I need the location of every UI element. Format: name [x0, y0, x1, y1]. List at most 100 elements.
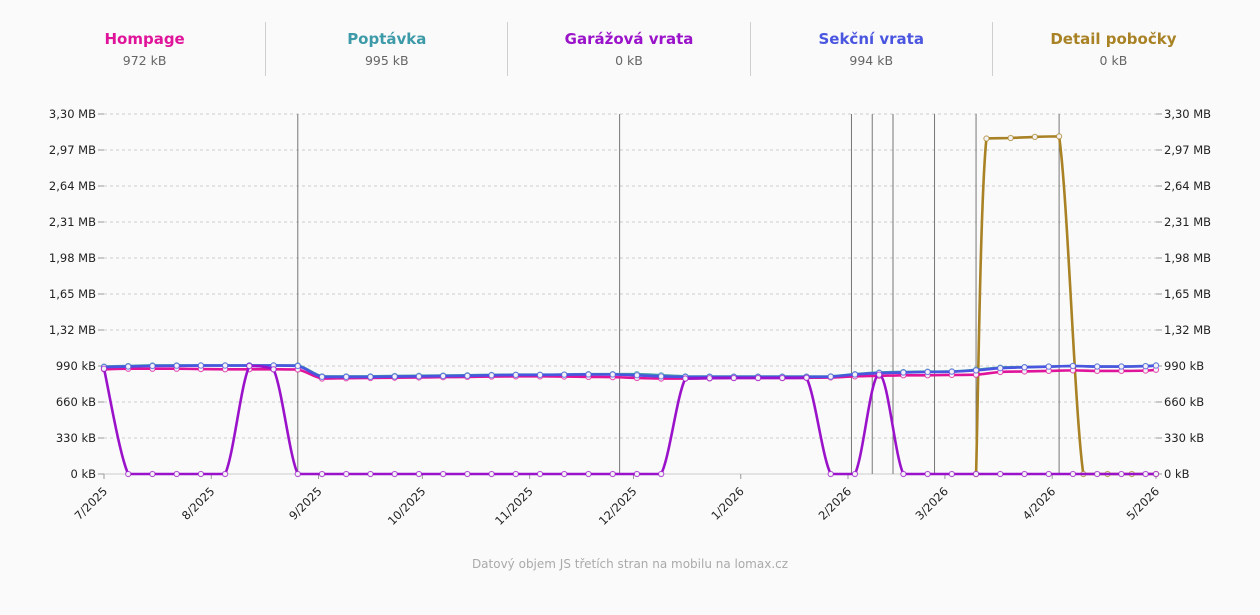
data-point — [246, 362, 253, 370]
y-tick-label-left: 1,32 MB — [49, 323, 96, 337]
legend-name: Garážová vrata — [564, 30, 694, 48]
data-point — [318, 373, 326, 381]
data-point — [900, 369, 907, 376]
y-tick-label-left: 330 kB — [56, 431, 96, 445]
y-tick-label-right: 3,30 MB — [1164, 107, 1211, 121]
legend-item-poptavka[interactable]: Poptávka 995 kB — [266, 22, 509, 76]
data-point — [1055, 133, 1063, 140]
y-tick-label-right: 1,65 MB — [1164, 287, 1211, 301]
data-point — [1094, 470, 1101, 478]
data-point — [730, 374, 737, 382]
data-point — [1152, 470, 1160, 478]
data-point — [633, 470, 641, 478]
data-point — [561, 371, 568, 378]
x-tick-label: 12/2025 — [596, 484, 640, 528]
y-tick-label-left: 2,31 MB — [49, 215, 96, 229]
x-tick-label: 2/2026 — [816, 484, 855, 523]
legend-name: Hompage — [104, 30, 185, 48]
y-tick-label-left: 1,98 MB — [49, 251, 96, 265]
x-tick-label: 3/2026 — [913, 484, 952, 523]
data-point — [197, 362, 205, 369]
data-point — [149, 470, 156, 478]
data-point — [343, 470, 350, 478]
y-tick-label-right: 2,97 MB — [1164, 143, 1211, 157]
legend-value: 995 kB — [364, 53, 409, 68]
legend-item-detail-pobocky[interactable]: Detail pobočky 0 kB — [993, 22, 1234, 76]
data-point — [924, 368, 931, 376]
data-point — [343, 373, 350, 381]
data-point — [948, 470, 955, 478]
legend-item-garazova-vrata[interactable]: Garážová vrata 0 kB — [508, 22, 751, 76]
y-tick-label-right: 2,31 MB — [1164, 215, 1211, 229]
x-tick-label: 10/2025 — [385, 484, 429, 528]
y-tick-label-left: 2,97 MB — [49, 143, 96, 157]
data-point — [972, 367, 980, 374]
x-tick-label: 1/2026 — [708, 484, 747, 523]
data-point — [125, 363, 132, 370]
data-point — [415, 470, 423, 478]
data-point — [294, 362, 301, 370]
data-point — [900, 470, 907, 478]
y-tick-label-right: 1,98 MB — [1164, 251, 1211, 265]
data-point — [221, 470, 229, 478]
y-tick-label-left: 2,64 MB — [49, 179, 96, 193]
data-point — [439, 372, 447, 380]
x-tick-label: 5/2026 — [1124, 484, 1163, 523]
data-point — [318, 470, 326, 478]
data-point — [754, 374, 762, 382]
data-point — [657, 373, 665, 380]
data-point — [1118, 470, 1125, 478]
data-point — [1069, 362, 1077, 370]
data-point — [827, 373, 834, 380]
data-point — [294, 470, 301, 478]
data-point — [706, 375, 713, 382]
data-point — [1021, 364, 1028, 371]
data-point — [125, 470, 132, 478]
data-point — [512, 470, 519, 478]
data-point — [585, 371, 592, 378]
data-point — [633, 372, 641, 379]
y-tick-label-right: 0 kB — [1164, 467, 1190, 481]
data-point — [827, 470, 834, 478]
data-point — [851, 371, 859, 378]
data-point — [367, 470, 374, 478]
data-point — [221, 362, 229, 369]
data-point — [488, 470, 495, 478]
legend-name: Detail pobočky — [1050, 30, 1177, 48]
data-point — [1045, 470, 1052, 478]
chart-caption: Datový objem JS třetích stran na mobilu … — [471, 557, 789, 571]
legend-name: Poptávka — [347, 30, 427, 48]
data-point — [512, 371, 519, 379]
legend-name: Sekční vrata — [818, 30, 924, 48]
data-point — [609, 371, 616, 378]
data-point — [561, 470, 568, 478]
legend-item-sekcni-vrata[interactable]: Sekční vrata 994 kB — [751, 22, 993, 76]
y-tick-label-right: 2,64 MB — [1164, 179, 1211, 193]
x-tick-label: 4/2026 — [1020, 484, 1059, 523]
data-point — [983, 135, 990, 142]
y-tick-label-right: 990 kB — [1164, 359, 1204, 373]
data-point — [270, 366, 277, 373]
y-tick-label-left: 660 kB — [56, 395, 96, 409]
data-point — [391, 373, 398, 380]
data-point — [657, 470, 665, 478]
data-point — [1031, 133, 1039, 141]
data-point — [439, 470, 447, 478]
data-point — [997, 470, 1004, 478]
data-point — [948, 368, 955, 375]
legend-item-hompage[interactable]: Hompage 972 kB — [24, 22, 267, 76]
series-line — [102, 364, 1158, 476]
data-point — [415, 373, 423, 380]
y-tick-label-right: 660 kB — [1164, 395, 1204, 409]
data-point — [585, 470, 592, 478]
data-point — [464, 372, 471, 379]
series-line — [974, 135, 1158, 476]
data-point — [876, 371, 883, 378]
data-point — [682, 375, 689, 382]
data-point — [100, 365, 108, 372]
x-tick-label: 8/2025 — [179, 484, 218, 523]
y-tick-label-right: 330 kB — [1164, 431, 1204, 445]
data-point — [609, 470, 616, 478]
legend-value: 994 kB — [849, 53, 894, 68]
